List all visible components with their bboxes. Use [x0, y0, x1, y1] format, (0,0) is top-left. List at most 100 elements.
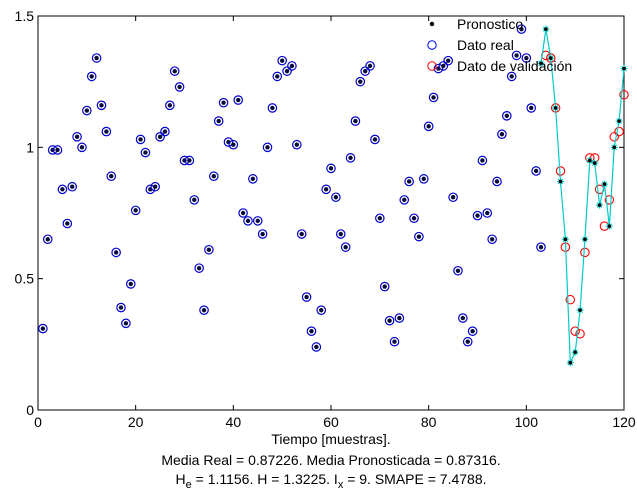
real-data-dot [465, 339, 470, 344]
forecast-point [615, 117, 623, 125]
real-data-point [311, 342, 322, 352]
real-data-dot [40, 326, 46, 331]
real-data-point [57, 184, 68, 195]
real-data-point [321, 184, 331, 195]
real-data-dot [99, 103, 104, 108]
real-data-point [96, 100, 107, 111]
legend-validacion-marker [427, 61, 437, 71]
real-data-point [169, 66, 180, 76]
stats-tail: = 9. SMAPE = 7.4788. [343, 471, 486, 487]
validation-data-point [604, 195, 615, 205]
real-data-point [209, 171, 219, 182]
real-data-point [360, 66, 370, 76]
real-data-dot [211, 174, 216, 179]
real-data-point [282, 66, 292, 76]
x-tick-label: 60 [323, 414, 339, 430]
x-tick-label: 100 [515, 414, 539, 430]
forecast-point [576, 306, 584, 314]
real-data-point [345, 153, 356, 163]
forecast-point [586, 156, 594, 164]
real-data-dot [172, 68, 177, 74]
validation-data-point [565, 294, 576, 305]
real-data-point [340, 242, 351, 252]
real-data-dot [177, 84, 182, 90]
real-data-point [267, 103, 278, 113]
real-data-dot [328, 166, 334, 171]
real-data-dot [113, 250, 119, 255]
real-data-dot [279, 58, 285, 63]
forecast-point [547, 54, 555, 62]
stats-line-2: He = 1.1156. H = 1.3225. Ix = 9. SMAPE =… [175, 471, 486, 491]
real-data-point [287, 61, 297, 71]
real-data-point [106, 171, 117, 182]
real-data-dot [69, 184, 75, 189]
real-data-dot [284, 68, 290, 74]
real-data-dot [94, 55, 99, 61]
real-data-dot [319, 307, 324, 313]
forecast-point [591, 159, 599, 167]
real-data-point [248, 174, 258, 184]
real-data-dot [377, 216, 383, 221]
real-data-dot [455, 268, 461, 273]
real-data-point [394, 313, 405, 323]
real-data-point [86, 71, 97, 82]
real-data-dot [509, 74, 514, 79]
real-data-dot [480, 158, 485, 163]
real-data-point [111, 247, 121, 258]
real-data-dot [392, 339, 397, 344]
real-data-point [82, 105, 92, 116]
real-data-point [511, 50, 522, 61]
real-data-dot [299, 231, 304, 237]
real-data-dot [538, 244, 544, 250]
real-data-dot [426, 124, 431, 129]
real-data-point [335, 229, 346, 239]
real-data-point [306, 326, 317, 336]
validation-data-point [570, 326, 580, 336]
real-data-dot [128, 281, 133, 287]
real-data-point [189, 195, 200, 205]
x-axis-label: Tiempo [muestras]. [271, 431, 390, 447]
real-data-dot [421, 176, 426, 182]
real-data-dot [323, 187, 329, 192]
forecast-point [610, 143, 618, 151]
real-data-point [91, 53, 102, 63]
real-data-point [501, 111, 512, 121]
real-data-dot [338, 231, 343, 237]
real-data-dot [397, 315, 402, 321]
real-data-point [52, 145, 63, 155]
real-data-point [140, 147, 151, 158]
real-data-dot [260, 231, 265, 237]
real-data-dot [441, 63, 446, 69]
real-data-dot [387, 318, 392, 323]
real-data-dot [138, 137, 143, 142]
validation-data-point [580, 247, 590, 258]
real-data-point [492, 176, 502, 187]
real-data-dot [109, 174, 114, 179]
real-data-dot [499, 132, 505, 137]
real-data-point [243, 216, 253, 226]
forecast-point [557, 177, 565, 185]
real-data-dot [343, 244, 348, 250]
real-data-dot [382, 284, 387, 289]
validation-data-point [614, 126, 624, 137]
real-data-dot [162, 129, 168, 134]
real-data-dot [245, 218, 251, 224]
real-data-point [135, 134, 146, 145]
real-data-point [448, 192, 458, 203]
real-data-point [516, 24, 527, 34]
real-data-point [506, 71, 517, 82]
forecast-point [566, 359, 574, 367]
real-data-dot [118, 305, 124, 310]
real-data-point [72, 132, 82, 142]
real-data-point [101, 126, 112, 137]
forecast-point [561, 235, 569, 243]
legend-pronostico-label: Pronostico [457, 16, 523, 32]
forecast-line [540, 28, 625, 363]
real-data-dot [402, 197, 407, 203]
real-data-point [296, 229, 307, 239]
real-data-dot [494, 179, 500, 184]
real-data-dot [485, 210, 490, 216]
real-data-dot [524, 55, 529, 61]
real-data-dot [74, 134, 80, 140]
